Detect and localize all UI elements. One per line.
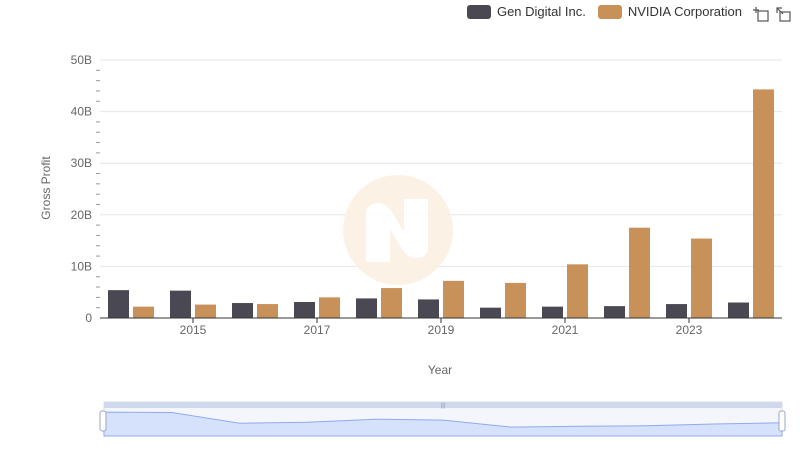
legend-swatch-gen-digital <box>466 4 491 19</box>
bar-nvidia-2017[interactable] <box>319 297 340 318</box>
bar-gen-digital-2020[interactable] <box>480 307 501 318</box>
bar-gen-digital-2014[interactable] <box>108 290 129 318</box>
zoom-slider-top-bar[interactable] <box>104 402 782 408</box>
bar-gen-digital-2017[interactable] <box>294 302 315 318</box>
chart-toolbar <box>752 5 792 23</box>
bar-nvidia-2015[interactable] <box>195 304 216 318</box>
bar-gen-digital-2018[interactable] <box>356 298 377 318</box>
legend-swatch-nvidia <box>597 4 622 19</box>
bar-gen-digital-2016[interactable] <box>232 303 253 318</box>
y-tick-label: 50B <box>71 53 92 67</box>
legend-label-gen-digital: Gen Digital Inc. <box>496 4 586 19</box>
bar-nvidia-2024[interactable] <box>753 89 774 318</box>
zoom-handle-right[interactable] <box>778 410 786 432</box>
bar-nvidia-2019[interactable] <box>443 280 464 318</box>
bar-nvidia-2023[interactable] <box>691 238 712 318</box>
bar-nvidia-2014[interactable] <box>133 306 154 318</box>
zoom-handle-left[interactable] <box>99 410 107 432</box>
zoom-select-icon[interactable] <box>752 5 770 23</box>
y-tick-label: 20B <box>71 208 92 222</box>
legend-item-nvidia[interactable]: NVIDIA Corporation <box>597 4 742 19</box>
x-tick-label: 2023 <box>676 323 703 337</box>
bar-gen-digital-2019[interactable] <box>418 299 439 318</box>
zoom-slider[interactable]: ||| <box>99 401 786 437</box>
bar-nvidia-2020[interactable] <box>505 282 526 318</box>
x-tick-label: 2021 <box>552 323 579 337</box>
legend-item-gen-digital[interactable]: Gen Digital Inc. <box>466 4 586 19</box>
x-axis-ticks: 2015 2017 2019 2021 2023 <box>180 318 703 337</box>
zoom-reset-icon[interactable] <box>774 5 792 23</box>
bar-nvidia-2018[interactable] <box>381 288 402 318</box>
bar-gen-digital-2023[interactable] <box>666 304 687 318</box>
y-axis-ticks: 0 10B 20B 30B 40B 50B <box>71 53 100 325</box>
bar-gen-digital-2022[interactable] <box>604 306 625 318</box>
bar-gen-digital-2015[interactable] <box>170 290 191 318</box>
y-tick-label: 30B <box>71 156 92 170</box>
y-tick-label: 0 <box>85 311 92 325</box>
x-tick-label: 2015 <box>180 323 207 337</box>
x-axis-title: Year <box>428 363 452 377</box>
bars <box>108 89 774 318</box>
chart-legend: Gen Digital Inc. NVIDIA Corporation <box>466 4 742 19</box>
bar-gen-digital-2024[interactable] <box>728 302 749 318</box>
bar-nvidia-2016[interactable] <box>257 304 278 318</box>
x-tick-label: 2019 <box>428 323 455 337</box>
zoom-preview-area <box>103 411 783 437</box>
y-tick-label: 10B <box>71 259 92 273</box>
legend-label-nvidia: NVIDIA Corporation <box>627 4 742 19</box>
watermark-logo <box>343 175 453 285</box>
x-tick-label: 2017 <box>304 323 331 337</box>
bar-gen-digital-2021[interactable] <box>542 306 563 318</box>
y-tick-label: 40B <box>71 105 92 119</box>
bar-nvidia-2021[interactable] <box>567 264 588 318</box>
y-axis-title: Gross Profit <box>39 156 53 220</box>
zoom-grip-icon[interactable]: ||| <box>441 403 446 409</box>
bar-nvidia-2022[interactable] <box>629 227 650 318</box>
